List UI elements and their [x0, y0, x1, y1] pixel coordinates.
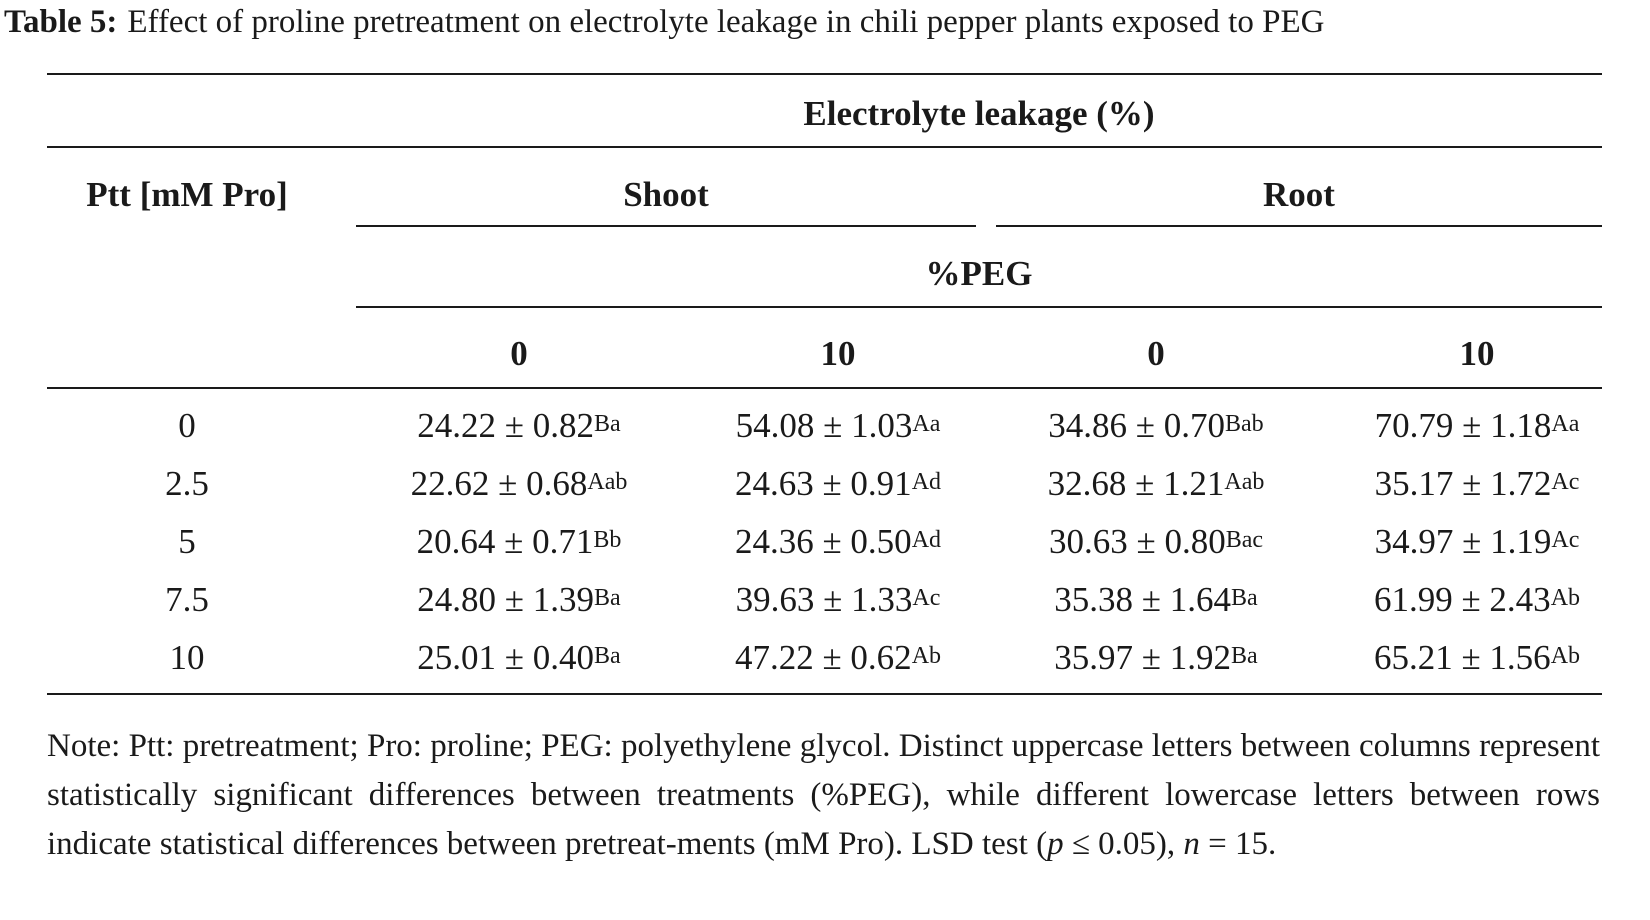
significance-letters: Ab: [1550, 643, 1581, 669]
significance-letters: Ac: [1551, 469, 1580, 495]
value-cell: 30.63 ± 0.80Bac: [994, 520, 1318, 564]
value-text: 35.17 ± 1.72: [1374, 464, 1552, 503]
significance-letters: Ba: [1231, 585, 1258, 611]
table-caption: Table 5: Effect of proline pretreatment o…: [4, 2, 1644, 42]
note-text: = 15.: [1199, 826, 1277, 862]
significance-letters: Aa: [912, 411, 941, 437]
table-label: Table 5:: [4, 4, 118, 40]
significance-letters: Aab: [587, 469, 628, 495]
significance-letters: Ac: [1551, 527, 1580, 553]
peg-header: %PEG: [925, 254, 1033, 293]
value-text: 24.22 ± 0.82: [417, 406, 595, 445]
value-text: 65.21 ± 1.56: [1373, 638, 1551, 677]
significance-letters: Ab: [1550, 585, 1581, 611]
significance-letters: Ba: [594, 411, 621, 437]
value-cell: 70.79 ± 1.18Aa: [1318, 404, 1636, 448]
ptt-cell: 7.5: [165, 580, 209, 619]
shoot-header: Shoot: [623, 175, 709, 214]
row-label-header: Ptt [mM Pro]: [86, 175, 288, 214]
value-text: 34.97 ± 1.19: [1374, 522, 1552, 561]
value-text: 61.99 ± 2.43: [1373, 580, 1551, 619]
root-rule: [996, 225, 1602, 227]
ptt-cell: 10: [169, 638, 205, 677]
peg-rule: [356, 306, 1602, 308]
level-header: 0: [1147, 334, 1165, 373]
value-cell: 34.97 ± 1.19Ac: [1318, 520, 1636, 564]
note-text: ≤ 0.05),: [1063, 826, 1184, 862]
value-cell: 61.99 ± 2.43Ab: [1318, 578, 1636, 622]
value-cell: 24.22 ± 0.82Ba: [356, 404, 682, 448]
top-rule: [47, 73, 1602, 75]
value-cell: 47.22 ± 0.62Ab: [682, 636, 994, 680]
ptt-cell: 5: [178, 522, 196, 561]
header-bottom-rule: [47, 387, 1602, 389]
value-cell: 25.01 ± 0.40Ba: [356, 636, 682, 680]
value-cell: 35.97 ± 1.92Ba: [994, 636, 1318, 680]
significance-letters: Bb: [593, 527, 622, 553]
shoot-rule: [356, 225, 976, 227]
significance-letters: Ba: [594, 585, 621, 611]
note-p-symbol: p: [1047, 826, 1064, 862]
bottom-rule: [47, 693, 1602, 695]
significance-letters: Ad: [911, 527, 942, 553]
significance-letters: Ba: [1231, 643, 1258, 669]
value-cell: 65.21 ± 1.56Ab: [1318, 636, 1636, 680]
level-header: 10: [1459, 334, 1495, 373]
value-text: 35.38 ± 1.64: [1054, 580, 1232, 619]
value-text: 70.79 ± 1.18: [1374, 406, 1552, 445]
value-cell: 20.64 ± 0.71Bb: [356, 520, 682, 564]
significance-letters: Bab: [1225, 411, 1264, 437]
root-header: Root: [1263, 175, 1335, 214]
value-text: 30.63 ± 0.80: [1048, 522, 1226, 561]
level-header: 0: [510, 334, 528, 373]
value-cell: 32.68 ± 1.21Aab: [994, 462, 1318, 506]
value-text: 20.64 ± 0.71: [416, 522, 594, 561]
value-cell: 24.63 ± 0.91Ad: [682, 462, 994, 506]
significance-letters: Ba: [594, 643, 621, 669]
value-cell: 34.86 ± 0.70Bab: [994, 404, 1318, 448]
value-cell: 39.63 ± 1.33Ac: [682, 578, 994, 622]
ptt-cell: 0: [178, 406, 196, 445]
significance-letters: Aab: [1224, 469, 1265, 495]
group-header: Electrolyte leakage (%): [803, 94, 1155, 133]
significance-letters: Ab: [911, 643, 942, 669]
value-cell: 24.36 ± 0.50Ad: [682, 520, 994, 564]
value-text: 54.08 ± 1.03: [735, 406, 913, 445]
value-text: 24.63 ± 0.91: [734, 464, 912, 503]
table-title: Effect of proline pretreatment on electr…: [127, 4, 1325, 40]
significance-letters: Ac: [912, 585, 941, 611]
value-cell: 22.62 ± 0.68Aab: [356, 462, 682, 506]
value-cell: 35.17 ± 1.72Ac: [1318, 462, 1636, 506]
value-text: 32.68 ± 1.21: [1047, 464, 1225, 503]
value-cell: 24.80 ± 1.39Ba: [356, 578, 682, 622]
level-header: 10: [820, 334, 856, 373]
table-note: Note: Ptt: pretreatment; Pro: proline; P…: [47, 722, 1600, 869]
ptt-cell: 2.5: [165, 464, 209, 503]
value-text: 24.36 ± 0.50: [734, 522, 912, 561]
value-text: 47.22 ± 0.62: [734, 638, 912, 677]
significance-letters: Ad: [911, 469, 942, 495]
value-text: 25.01 ± 0.40: [417, 638, 595, 677]
significance-letters: Aa: [1551, 411, 1580, 437]
value-cell: 54.08 ± 1.03Aa: [682, 404, 994, 448]
value-text: 34.86 ± 0.70: [1048, 406, 1226, 445]
note-text: Note: Ptt: pretreatment; Pro: proline; P…: [47, 728, 1600, 862]
value-cell: 35.38 ± 1.64Ba: [994, 578, 1318, 622]
group-rule: [47, 146, 1602, 148]
value-text: 22.62 ± 0.68: [410, 464, 588, 503]
value-text: 35.97 ± 1.92: [1054, 638, 1232, 677]
note-n-symbol: n: [1183, 826, 1200, 862]
value-text: 24.80 ± 1.39: [417, 580, 595, 619]
value-text: 39.63 ± 1.33: [735, 580, 913, 619]
significance-letters: Bac: [1225, 527, 1264, 553]
